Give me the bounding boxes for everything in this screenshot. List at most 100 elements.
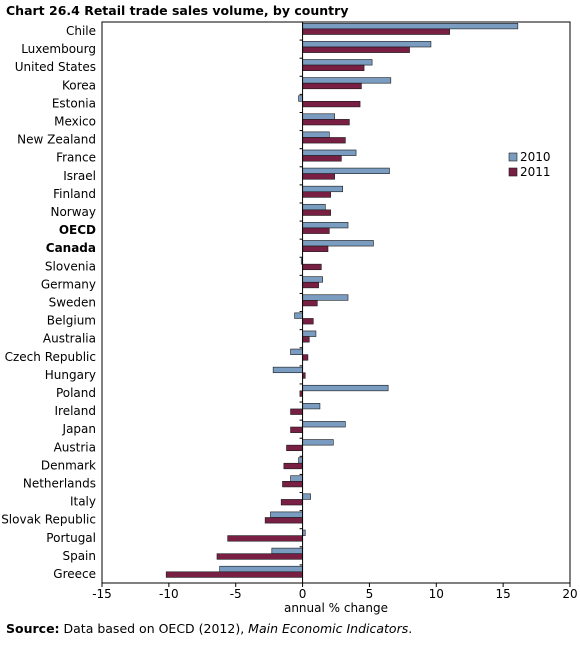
zero-axis bbox=[299, 21, 304, 584]
bar-slovenia-2011 bbox=[302, 263, 322, 271]
bar-oecd-2011 bbox=[302, 227, 330, 234]
category-label-denmark: Denmark bbox=[41, 458, 96, 472]
bar-chile-2011 bbox=[302, 28, 450, 35]
category-label-chile: Chile bbox=[66, 24, 96, 38]
category-label-spain: Spain bbox=[62, 549, 96, 563]
category-label-new-zealand: New Zealand bbox=[17, 133, 96, 147]
category-label-austria: Austria bbox=[54, 440, 96, 454]
bars bbox=[165, 22, 519, 578]
category-label-japan: Japan bbox=[62, 422, 96, 436]
bar-canada-2010 bbox=[302, 240, 374, 247]
bar-united-states-2010 bbox=[302, 59, 373, 66]
category-label-israel: Israel bbox=[63, 169, 96, 183]
bar-luxembourg-2011 bbox=[302, 46, 410, 53]
bar-hungary-2010 bbox=[272, 366, 303, 374]
category-label-sweden: Sweden bbox=[49, 296, 96, 310]
category-labels: Chile Luxembourg United States Korea Estonia… bbox=[1, 24, 96, 581]
bar-norway-2011 bbox=[302, 209, 331, 216]
category-label-mexico: Mexico bbox=[54, 115, 96, 129]
legend-swatch-2011 bbox=[508, 167, 518, 177]
legend-swatch-2010 bbox=[508, 152, 518, 162]
bar-australia-2011 bbox=[302, 336, 310, 343]
bar-new-zealand-2011 bbox=[302, 137, 346, 144]
category-label-estonia: Estonia bbox=[52, 96, 96, 110]
category-label-germany: Germany bbox=[41, 277, 96, 291]
category-label-finland: Finland bbox=[53, 187, 96, 201]
bar-poland-2010 bbox=[302, 384, 389, 392]
bar-belgium-2010 bbox=[294, 312, 303, 319]
bar-norway-2010 bbox=[302, 203, 326, 211]
x-tick-label: -15 bbox=[92, 587, 112, 601]
bar-denmark-2010 bbox=[298, 457, 303, 464]
bar-korea-2010 bbox=[302, 77, 392, 84]
category-label-australia: Australia bbox=[43, 332, 96, 346]
bar-sweden-2010 bbox=[302, 294, 349, 301]
category-label-canada: Canada bbox=[46, 241, 96, 255]
category-label-belgium: Belgium bbox=[47, 314, 96, 328]
category-label-united-states: United States bbox=[15, 60, 96, 74]
bar-italy-2011 bbox=[280, 499, 303, 506]
chart-title: Chart 26.4 Retail trade sales volume, by… bbox=[6, 3, 349, 18]
category-label-slovenia: Slovenia bbox=[45, 259, 96, 273]
bar-france-2010 bbox=[302, 149, 357, 156]
bar-czech-republic-2010 bbox=[290, 348, 303, 355]
category-label-italy: Italy bbox=[70, 495, 96, 509]
category-label-czech-republic: Czech Republic bbox=[5, 350, 96, 364]
bar-austria-2011 bbox=[286, 444, 303, 452]
bar-korea-2011 bbox=[302, 82, 362, 90]
bar-germany-2010 bbox=[302, 276, 323, 283]
category-label-hungary: Hungary bbox=[45, 368, 96, 382]
x-axis-label: annual % change bbox=[284, 601, 388, 615]
bar-austria-2010 bbox=[302, 439, 334, 446]
category-label-greece: Greece bbox=[53, 567, 96, 581]
legend-label-2010: 2010 bbox=[520, 150, 551, 164]
bar-united-states-2011 bbox=[302, 64, 365, 71]
source-note: Source: Data based on OECD (2012), Main … bbox=[6, 621, 412, 636]
category-label-luxembourg: Luxembourg bbox=[21, 42, 96, 56]
bar-netherlands-2010 bbox=[290, 475, 303, 482]
x-tick-label: -10 bbox=[159, 587, 179, 601]
bar-belgium-2011 bbox=[302, 318, 314, 325]
plot-frame bbox=[101, 21, 571, 584]
category-label-poland: Poland bbox=[56, 386, 96, 400]
bar-estonia-2011 bbox=[302, 100, 361, 108]
bar-ireland-2011 bbox=[290, 408, 303, 415]
category-label-korea: Korea bbox=[62, 78, 96, 92]
source-publication: Main Economic Indicators bbox=[248, 621, 409, 636]
x-tick-label: 0 bbox=[299, 587, 307, 601]
x-tick-label: -5 bbox=[230, 587, 242, 601]
bar-denmark-2011 bbox=[283, 462, 303, 470]
bar-france-2011 bbox=[302, 155, 342, 162]
legend-label-2011: 2011 bbox=[520, 165, 551, 179]
source-text: Data based on OECD (2012), bbox=[59, 621, 249, 636]
bar-estonia-2010 bbox=[298, 95, 303, 102]
x-tick-label: 10 bbox=[429, 587, 444, 601]
category-label-portugal: Portugal bbox=[46, 531, 96, 545]
bar-oecd-2010 bbox=[302, 222, 349, 229]
bar-japan-2010 bbox=[302, 421, 346, 428]
source-end: . bbox=[408, 621, 413, 636]
x-axis-ticks: -15 -10 -5 0 5 10 15 20 bbox=[92, 583, 578, 601]
bar-netherlands-2011 bbox=[282, 481, 303, 488]
bar-japan-2011 bbox=[290, 426, 303, 433]
bar-ireland-2010 bbox=[302, 403, 321, 410]
source-label: Source: bbox=[6, 621, 60, 636]
category-label-ireland: Ireland bbox=[54, 404, 96, 418]
bar-mexico-2010 bbox=[302, 113, 335, 120]
category-label-netherlands: Netherlands bbox=[23, 476, 96, 490]
category-label-norway: Norway bbox=[50, 205, 96, 219]
category-label-france: France bbox=[56, 151, 96, 165]
bar-greece-2011 bbox=[165, 571, 303, 578]
bar-italy-2010 bbox=[302, 493, 311, 500]
bar-spain-2011 bbox=[216, 553, 303, 560]
bar-australia-2010 bbox=[302, 330, 317, 337]
bar-luxembourg-2010 bbox=[302, 41, 432, 48]
bar-germany-2011 bbox=[302, 281, 319, 289]
bar-finland-2010 bbox=[302, 185, 343, 193]
x-tick-label: 5 bbox=[366, 587, 374, 601]
bar-new-zealand-2010 bbox=[302, 131, 330, 138]
bar-slovak-republic-2011 bbox=[264, 517, 303, 524]
bar-israel-2011 bbox=[302, 173, 335, 180]
